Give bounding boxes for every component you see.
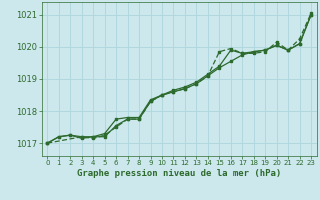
X-axis label: Graphe pression niveau de la mer (hPa): Graphe pression niveau de la mer (hPa): [77, 169, 281, 178]
